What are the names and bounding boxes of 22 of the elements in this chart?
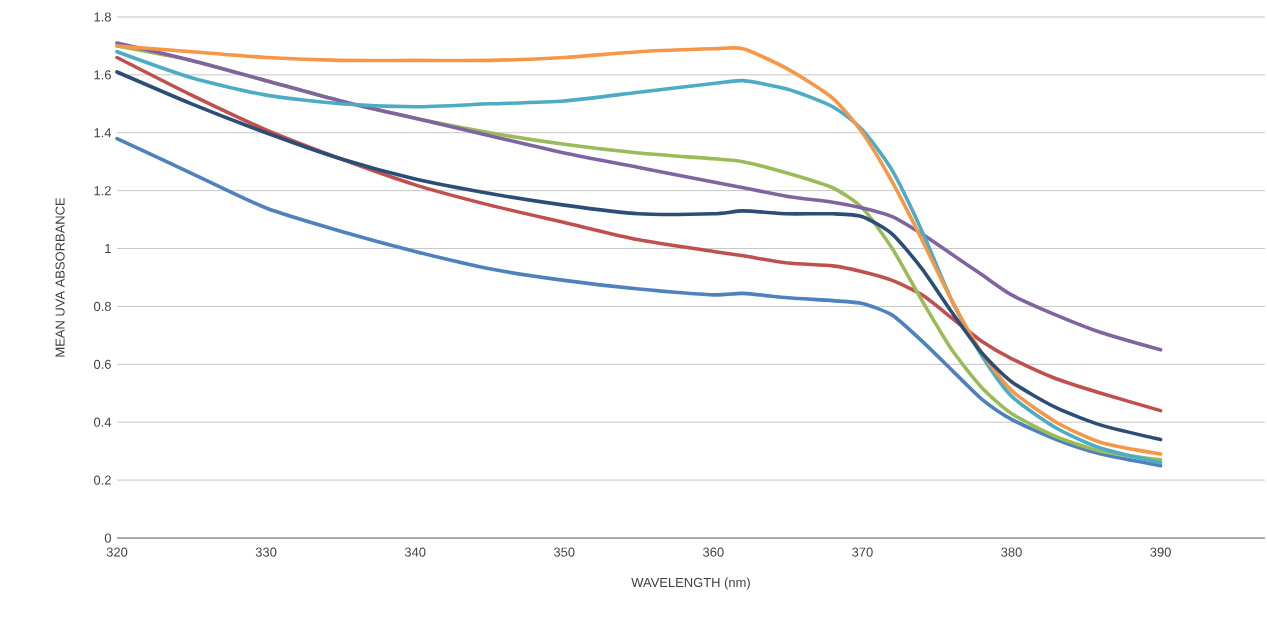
line-series — [115, 41, 1163, 352]
y-tick-label: 0.4 — [93, 417, 112, 427]
x-tick-label: 350 — [553, 547, 575, 557]
y-tick-label: 1.8 — [94, 12, 111, 22]
y-tick-label: 0.6 — [93, 359, 111, 369]
x-tick-label: 370 — [852, 547, 873, 557]
x-tick-label: 320 — [106, 547, 128, 557]
line-series — [115, 136, 1163, 468]
y-tick-label: 1 — [105, 244, 111, 253]
y-tick-label: 1.4 — [94, 128, 112, 138]
x-tick-label: 380 — [1001, 547, 1022, 557]
y-axis-title: MEAN UVA ABSORBANCE — [55, 197, 65, 357]
x-tick-label: 360 — [703, 547, 724, 557]
x-axis-title: WAVELENGTH (nm) — [631, 577, 750, 590]
y-tick-label: 0.2 — [93, 475, 111, 485]
y-tick-label: 1.2 — [94, 186, 111, 196]
y-tick-label: 0.8 — [93, 301, 111, 312]
x-tick-label: 330 — [255, 547, 277, 557]
y-tick-label: 1.6 — [94, 70, 111, 80]
x-tick-label: 340 — [404, 547, 426, 557]
x-tick-label: 390 — [1150, 547, 1171, 557]
y-tick-label: 0 — [104, 533, 111, 543]
